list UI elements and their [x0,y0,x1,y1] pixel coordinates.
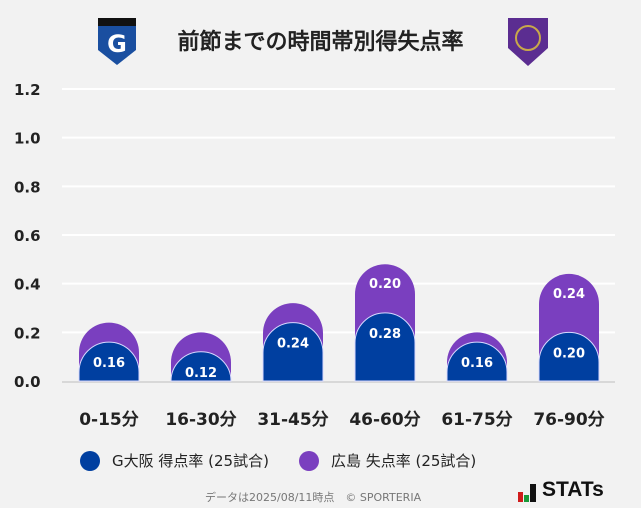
data-label-gamba: 0.28 [369,327,401,342]
x-tick-label: 16-30分 [165,410,236,430]
gamba-logo: G [98,18,136,65]
x-tick-label: 61-75分 [441,410,512,430]
bar-gamba [170,351,232,382]
y-tick-label: 0.2 [14,324,41,342]
legend-item-hiroshima: 広島 失点率 (25試合) [298,450,477,471]
data-label-gamba: 0.20 [553,346,585,361]
y-tick-label: 0.6 [14,227,41,245]
data-label-gamba: 0.16 [461,356,493,371]
y-tick-label: 0.0 [14,373,41,391]
legend-label: 広島 失点率 (25試合) [330,452,477,470]
legend-item-gamba: G大阪 得点率 (25試合) [80,450,269,471]
data-label-gamba: 0.12 [185,366,217,381]
data-label-gamba: 0.16 [93,356,125,371]
brand-text: STATs [542,478,604,501]
x-tick-label: 46-60分 [349,410,420,430]
legend: G大阪 得点率 (25試合) 広島 失点率 (25試合) [80,450,476,471]
bar-gamba [78,341,140,382]
bar-gamba [262,322,324,382]
x-tick-label: 0-15分 [79,410,139,430]
chart-title: 前節までの時間帯別得失点率 [177,30,464,55]
x-tick-label: 31-45分 [257,410,328,430]
data-label-hiroshima: 0.24 [553,287,585,302]
bar-gamba [446,341,508,382]
footer-note: データは2025/08/11時点 © SPORTERIA [205,491,422,504]
y-tick-label: 0.4 [14,276,41,294]
stats-logo: STATs [518,478,604,502]
x-tick-label: 76-90分 [533,410,604,430]
data-label-hiroshima: 0.20 [369,277,401,292]
y-tick-label: 1.2 [14,81,41,99]
svg-text:G: G [107,30,127,58]
y-tick-label: 0.8 [14,178,41,196]
bar-gamba [354,312,416,382]
sanfrecce-logo [508,18,548,66]
legend-label: G大阪 得点率 (25試合) [112,452,269,470]
bar-gamba [538,331,600,382]
y-tick-label: 1.0 [14,130,41,148]
data-label-gamba: 0.24 [277,337,309,352]
